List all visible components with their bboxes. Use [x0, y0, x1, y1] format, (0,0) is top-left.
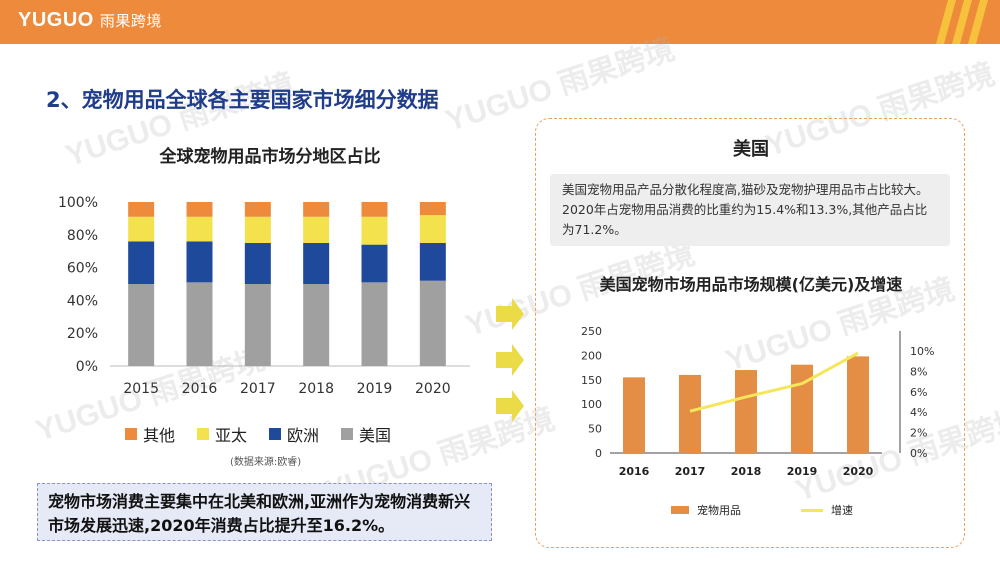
right-chart-legend: 宠物用品 增速: [671, 502, 853, 518]
x-tick-label: 2015: [123, 381, 159, 397]
y-right-tick-label: 2%: [910, 427, 927, 440]
x-tick-label: 2016: [619, 465, 650, 478]
legend-swatch: [671, 506, 689, 514]
legend-label: 宠物用品: [697, 504, 741, 517]
top-bar: YUGUO 雨果跨境: [0, 0, 1000, 44]
arrow-right-icon: [496, 344, 524, 376]
bar-segment: [361, 216, 388, 245]
x-tick-label: 2020: [415, 381, 451, 397]
x-tick-label: 2017: [240, 381, 276, 397]
x-tick-label: 2019: [787, 465, 818, 478]
bar: [847, 356, 869, 453]
legend-swatch: [801, 508, 823, 512]
bar: [735, 370, 757, 453]
y-left-tick-label: 50: [588, 423, 602, 436]
legend-label: 其他: [143, 426, 176, 445]
y-tick-label: 40%: [67, 293, 98, 309]
growth-line: [689, 351, 859, 413]
bar-segment: [186, 282, 213, 366]
legend-item-pet-products: 宠物用品: [671, 502, 741, 518]
bar-segment: [244, 284, 271, 366]
legend-swatch: [269, 428, 282, 440]
bar-segment: [361, 244, 388, 283]
x-tick-label: 2017: [675, 465, 706, 478]
bar: [623, 377, 645, 453]
bar-segment: [419, 215, 446, 243]
y-right-tick-label: 6%: [910, 386, 927, 399]
logo-text: YUGUO: [18, 9, 94, 31]
y-left-tick-label: 250: [581, 325, 602, 338]
legend-item-growth: 增速: [801, 502, 853, 518]
bar-segment: [244, 243, 271, 284]
legend-item-other: 其他: [125, 422, 175, 446]
bar-segment: [419, 280, 446, 366]
stacked-bar-chart: 0% 20% 40% 60% 80% 100% 2015 2016 2017 2018 2019 20…: [58, 195, 470, 397]
decorative-stripes: [936, 0, 988, 44]
bar-segment: [128, 202, 155, 217]
y-left-tick-label: 0: [595, 447, 602, 460]
usa-panel: 美国 美国宠物用品产品分散化程度高,猫砂及宠物护理用品市占比较大。2020年占宠…: [535, 118, 965, 548]
y-left-tick-label: 200: [581, 349, 602, 362]
bar: [679, 374, 701, 453]
y-tick-label: 20%: [67, 326, 98, 342]
y-right-tick-label: 8%: [910, 365, 927, 378]
y-tick-label: 100%: [58, 195, 98, 211]
right-chart-title: 美国宠物市场用品市场规模(亿美元)及增速: [599, 275, 903, 294]
left-chart-legend: 其他 亚太 欧洲 美国: [125, 422, 391, 446]
y-tick-label: 60%: [67, 261, 98, 277]
legend-swatch: [125, 428, 137, 440]
bar-line-chart: 0 50 100 150 200 250 0% 2% 4% 6% 8% 10% 2016 2017 2018…: [581, 325, 934, 478]
y-tick-label: 0%: [76, 359, 98, 375]
bar-segment: [128, 216, 155, 242]
x-tick-label: 2018: [731, 465, 762, 478]
y-left-tick-label: 100: [581, 398, 602, 411]
arrow-right-icon: [496, 298, 524, 330]
x-tick-label: 2020: [843, 465, 874, 478]
arrow-right-icon: [496, 390, 524, 422]
logo: YUGUO 雨果跨境: [18, 9, 162, 32]
y-right-tick-label: 4%: [910, 406, 927, 419]
bar-segment: [128, 241, 155, 284]
bar-segment: [244, 216, 271, 243]
arrow-icons: [496, 298, 524, 422]
legend-label: 欧洲: [287, 426, 320, 445]
page-title: 2、宠物用品全球各主要国家市场细分数据: [46, 88, 439, 112]
bar-segment: [361, 202, 388, 217]
bar-segment: [303, 284, 330, 366]
legend-swatch: [341, 428, 354, 440]
x-tick-label: 2016: [182, 381, 218, 397]
description-box: 美国宠物用品产品分散化程度高,猫砂及宠物护理用品市占比较大。2020年占宠物用品…: [550, 174, 950, 246]
bar-segment: [419, 243, 446, 281]
bar-segment: [303, 216, 330, 243]
bar-segment: [186, 216, 213, 242]
legend-label: 美国: [359, 426, 392, 445]
legend-label: 增速: [831, 504, 853, 517]
bar-segment: [303, 202, 330, 217]
left-chart-title: 全球宠物用品市场分地区占比: [159, 147, 381, 167]
data-source: (数据来源:欧睿): [230, 457, 302, 468]
bar-segment: [361, 282, 388, 366]
bar: [791, 364, 813, 453]
bar-segment: [419, 202, 446, 216]
legend-item-usa: 美国: [341, 422, 391, 446]
y-tick-label: 80%: [67, 228, 98, 244]
bar-segment: [186, 202, 213, 217]
legend-swatch: [197, 428, 210, 440]
bar-segment: [303, 243, 330, 284]
region-title: 美国: [733, 139, 769, 160]
x-tick-label: 2019: [357, 381, 393, 397]
logo-cn: 雨果跨境: [99, 12, 162, 30]
bar-segment: [128, 284, 155, 366]
x-tick-label: 2018: [298, 381, 334, 397]
legend-item-apac: 亚太: [197, 422, 247, 446]
bar-segment: [186, 241, 213, 283]
y-left-tick-label: 150: [581, 374, 602, 387]
bar-segment: [244, 202, 271, 217]
y-right-tick-label: 0%: [910, 447, 927, 460]
legend-label: 亚太: [215, 426, 248, 445]
summary-box: 宠物市场消费主要集中在北美和欧洲,亚洲作为宠物消费新兴市场发展迅速,2020年消…: [37, 483, 492, 541]
legend-item-europe: 欧洲: [269, 422, 319, 446]
y-right-tick-label: 10%: [910, 345, 934, 358]
